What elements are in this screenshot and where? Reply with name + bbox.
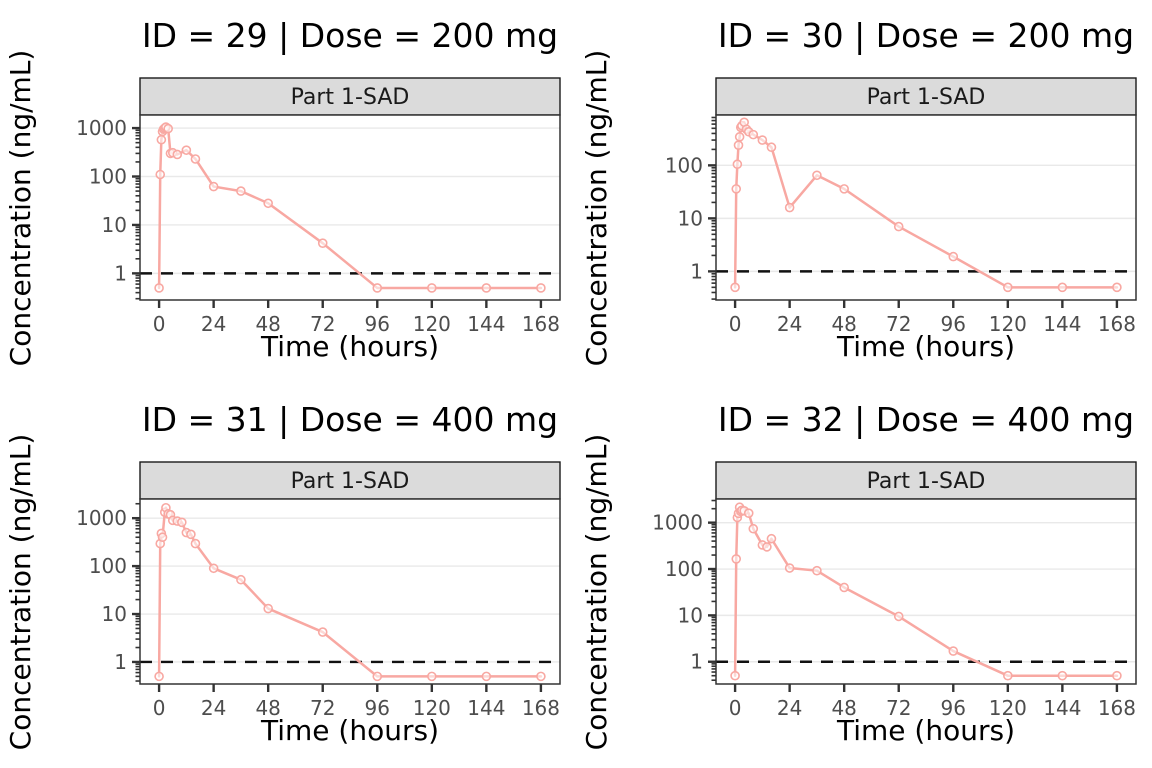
facet-strip-label: Part 1-SAD — [291, 85, 410, 110]
x-axis-title: Time (hours) — [260, 714, 439, 747]
concentration-series — [730, 117, 1122, 293]
facet-strip — [139, 461, 561, 684]
svg-text:1: 1 — [114, 650, 127, 674]
svg-text:168: 168 — [522, 696, 560, 720]
svg-text:1: 1 — [690, 259, 703, 283]
svg-text:48: 48 — [831, 312, 856, 336]
x-axis-title: Time (hours) — [836, 330, 1015, 363]
concentration-series — [154, 122, 546, 293]
y-axis-title: Concentration (ng/mL) — [580, 50, 613, 367]
concentration-series — [154, 502, 546, 682]
svg-text:0: 0 — [729, 312, 742, 336]
svg-text:72: 72 — [886, 312, 911, 336]
svg-text:10: 10 — [678, 206, 703, 230]
svg-text:24: 24 — [201, 312, 226, 336]
svg-text:96: 96 — [941, 312, 966, 336]
svg-text:48: 48 — [831, 696, 856, 720]
facet-strip — [715, 77, 1137, 300]
svg-text:100: 100 — [89, 554, 127, 578]
svg-text:144: 144 — [467, 696, 505, 720]
facet-strip-label: Part 1-SAD — [867, 85, 986, 110]
svg-text:72: 72 — [310, 696, 335, 720]
facet-strip-label: Part 1-SAD — [291, 469, 410, 494]
svg-text:10: 10 — [102, 213, 127, 237]
svg-text:168: 168 — [1098, 312, 1136, 336]
axis-ticks: 1 10 100 0 24 48 72 96 120 144 168 — [665, 114, 1137, 336]
panel-title: ID = 29 | Dose = 200 mg — [142, 16, 558, 55]
axis-ticks: 1 10 100 1000 0 24 48 72 96 120 144 168 — [76, 498, 561, 720]
svg-text:96: 96 — [365, 312, 390, 336]
svg-text:0: 0 — [729, 696, 742, 720]
svg-text:120: 120 — [413, 312, 451, 336]
svg-text:120: 120 — [989, 312, 1027, 336]
axis-ticks: 1 10 100 1000 0 24 48 72 96 120 144 168 — [652, 498, 1137, 720]
svg-text:1: 1 — [690, 650, 703, 674]
panel-title: ID = 30 | Dose = 200 mg — [718, 16, 1134, 55]
svg-text:144: 144 — [1043, 696, 1081, 720]
svg-text:1000: 1000 — [76, 116, 127, 140]
y-axis-title: Concentration (ng/mL) — [580, 434, 613, 751]
svg-text:96: 96 — [941, 696, 966, 720]
svg-text:10: 10 — [678, 603, 703, 627]
facet-strip — [715, 461, 1137, 684]
pk-panel-id31: ID = 31 | Dose = 400 mg Concentration (n… — [0, 384, 576, 768]
x-axis-title: Time (hours) — [836, 714, 1015, 747]
y-axis-title: Concentration (ng/mL) — [4, 434, 37, 751]
svg-text:96: 96 — [365, 696, 390, 720]
svg-text:10: 10 — [102, 602, 127, 626]
svg-text:168: 168 — [1098, 696, 1136, 720]
svg-text:144: 144 — [1043, 312, 1081, 336]
svg-text:1000: 1000 — [76, 506, 127, 530]
svg-text:24: 24 — [777, 312, 802, 336]
pk-panel-id30: ID = 30 | Dose = 200 mg Concentration (n… — [576, 0, 1152, 384]
svg-text:120: 120 — [989, 696, 1027, 720]
panel-title: ID = 32 | Dose = 400 mg — [718, 400, 1134, 439]
svg-text:1000: 1000 — [652, 511, 703, 535]
svg-text:120: 120 — [413, 696, 451, 720]
svg-text:0: 0 — [153, 312, 166, 336]
panel-title: ID = 31 | Dose = 400 mg — [142, 400, 558, 439]
svg-text:144: 144 — [467, 312, 505, 336]
facet-strip — [139, 77, 561, 300]
svg-text:72: 72 — [310, 312, 335, 336]
svg-text:48: 48 — [255, 312, 280, 336]
concentration-series — [730, 502, 1122, 681]
axis-ticks: 1 10 100 1000 0 24 48 72 96 120 144 168 — [76, 114, 561, 336]
y-axis-title: Concentration (ng/mL) — [4, 50, 37, 367]
svg-text:100: 100 — [665, 557, 703, 581]
svg-text:0: 0 — [153, 696, 166, 720]
pk-panel-id29: ID = 29 | Dose = 200 mg Concentration (n… — [0, 0, 576, 384]
pk-panel-id32: ID = 32 | Dose = 400 mg Concentration (n… — [576, 384, 1152, 768]
svg-text:48: 48 — [255, 696, 280, 720]
svg-text:72: 72 — [886, 696, 911, 720]
x-axis-title: Time (hours) — [260, 330, 439, 363]
facet-strip-label: Part 1-SAD — [867, 469, 986, 494]
svg-text:24: 24 — [777, 696, 802, 720]
svg-text:100: 100 — [665, 153, 703, 177]
svg-text:1: 1 — [114, 261, 127, 285]
svg-text:24: 24 — [201, 696, 226, 720]
svg-text:100: 100 — [89, 165, 127, 189]
svg-text:168: 168 — [522, 312, 560, 336]
